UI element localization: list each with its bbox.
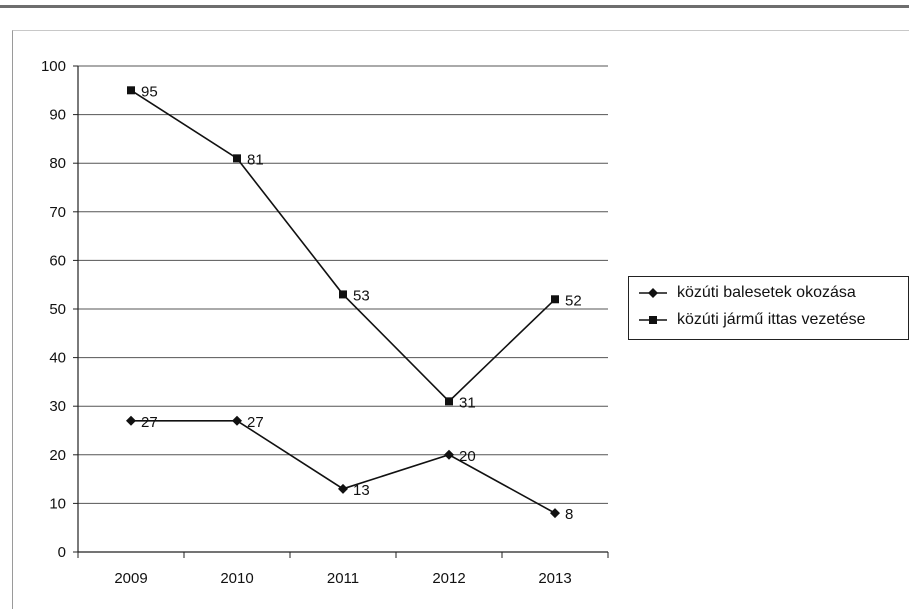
square-marker-icon bbox=[639, 316, 667, 324]
y-tick-label: 80 bbox=[49, 155, 66, 172]
y-tick-label: 70 bbox=[49, 204, 66, 221]
legend-label-ittas: közúti jármű ittas vezetése bbox=[677, 311, 866, 328]
series-line-2 bbox=[130, 89, 556, 403]
data-point-square bbox=[551, 295, 559, 304]
y-tick-label: 30 bbox=[49, 398, 66, 415]
x-tick-label: 2013 bbox=[538, 570, 571, 587]
data-label: 20 bbox=[459, 448, 476, 465]
y-tick-label: 10 bbox=[49, 495, 66, 512]
data-point-diamond bbox=[550, 508, 560, 519]
data-point-square bbox=[339, 290, 347, 299]
data-label: 27 bbox=[247, 414, 264, 431]
y-tick-label: 90 bbox=[49, 107, 66, 124]
data-point-diamond bbox=[232, 415, 242, 426]
data-label: 81 bbox=[247, 151, 264, 168]
data-label: 52 bbox=[565, 292, 582, 309]
x-tick-label: 2009 bbox=[114, 570, 147, 587]
data-label: 13 bbox=[353, 482, 370, 499]
x-tick-label: 2011 bbox=[327, 570, 359, 587]
data-label: 53 bbox=[353, 287, 370, 304]
legend: közúti balesetek okozása közúti jármű it… bbox=[628, 276, 909, 340]
chart-frame bbox=[12, 30, 909, 609]
data-label: 8 bbox=[565, 506, 573, 523]
legend-label-balesetek: közúti balesetek okozása bbox=[677, 284, 856, 301]
legend-item-ittas: közúti jármű ittas vezetése bbox=[635, 310, 866, 330]
data-label: 27 bbox=[141, 414, 158, 431]
x-tick-label: 2012 bbox=[432, 570, 465, 587]
x-tick-label: 2010 bbox=[220, 570, 253, 587]
y-tick-label: 60 bbox=[49, 252, 66, 269]
series-line-1 bbox=[131, 419, 556, 514]
data-point-square bbox=[445, 397, 453, 406]
data-point-square bbox=[127, 86, 135, 95]
data-point-diamond bbox=[338, 483, 348, 494]
y-tick-label: 0 bbox=[58, 544, 66, 561]
data-label: 31 bbox=[459, 394, 476, 411]
top-rule bbox=[0, 5, 909, 8]
legend-item-balesetek: közúti balesetek okozása bbox=[635, 283, 856, 303]
y-tick-label: 50 bbox=[49, 301, 66, 318]
y-tick-label: 100 bbox=[41, 58, 66, 75]
data-point-square bbox=[233, 154, 241, 163]
y-tick-label: 40 bbox=[49, 350, 66, 367]
data-label: 95 bbox=[141, 83, 158, 100]
data-point-diamond bbox=[444, 449, 454, 460]
data-point-diamond bbox=[126, 415, 136, 426]
diamond-marker-icon bbox=[639, 288, 667, 298]
y-tick-label: 20 bbox=[49, 447, 66, 464]
